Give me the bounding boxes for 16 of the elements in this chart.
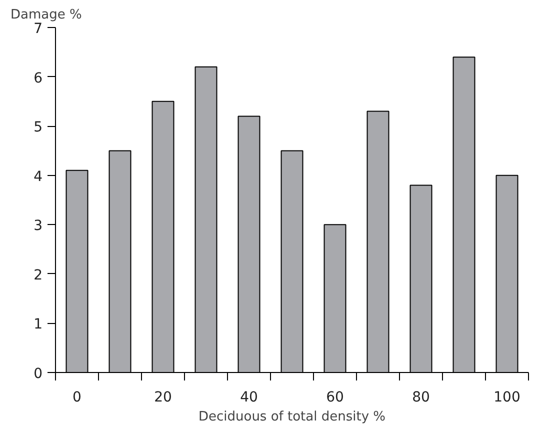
x-axis-title: Deciduous of total density % [198, 410, 386, 424]
y-tick-label: 1 [34, 316, 43, 333]
x-tick-label: 80 [412, 390, 430, 406]
x-tick-label: 40 [240, 390, 258, 406]
y-tick-label: 4 [34, 168, 43, 185]
x-tick-label: 100 [494, 390, 520, 406]
x-tick-label: 60 [326, 390, 344, 406]
y-tick-label: 2 [34, 267, 43, 284]
y-tick-label: 6 [34, 70, 43, 86]
y-axis-title: Damage % [10, 8, 82, 22]
y-tick-label: 3 [34, 218, 43, 234]
y-tick-label: 0 [34, 366, 43, 382]
y-tick-label: 5 [34, 120, 43, 136]
x-tick-label: 20 [154, 390, 172, 406]
y-tick-label: 7 [34, 21, 43, 37]
x-tick-label: 0 [72, 390, 82, 406]
